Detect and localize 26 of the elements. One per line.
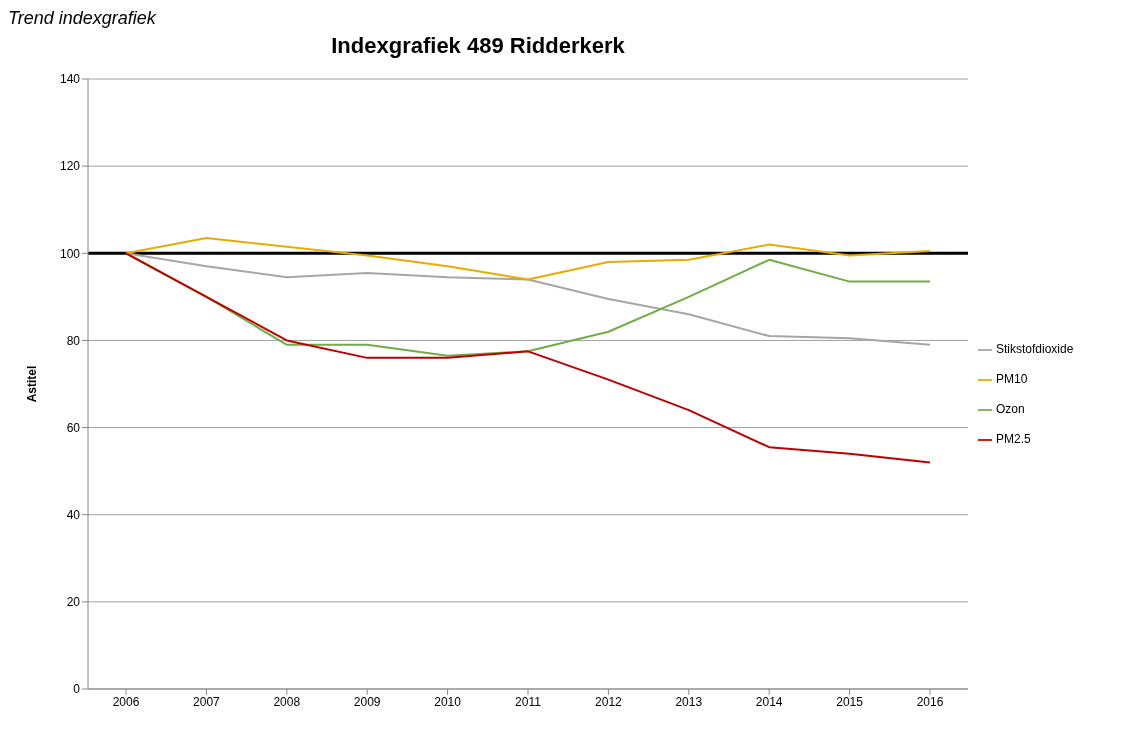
y-tick-label: 100 (59, 246, 81, 261)
text: Trend indexgrafiek (8, 8, 157, 29)
legend-label: Ozon (996, 402, 1025, 416)
legend-label: PM10 (996, 372, 1028, 386)
legend-label: PM2.5 (996, 432, 1031, 446)
x-tick-label: 2015 (836, 694, 864, 709)
y-tick-label: 20 (66, 595, 81, 610)
x-tick-label: 2012 (595, 694, 623, 709)
x-tick-label: 2016 (916, 694, 944, 709)
y-tick-label: 140 (59, 72, 81, 87)
x-tick-label: 2011 (515, 694, 542, 709)
y-axis-title: Astitel (25, 365, 40, 403)
y-tick-label: 120 (59, 159, 81, 174)
x-tick-label: 2006 (112, 694, 140, 709)
y-tick-label: 0 (73, 682, 81, 697)
chart-title: Indexgrafiek 489 Ridderkerk (330, 33, 626, 59)
legend-label: Stikstofdioxide (996, 342, 1074, 356)
y-tick-label: 40 (66, 507, 81, 522)
x-tick-label: 2010 (434, 694, 462, 709)
x-tick-label: 2009 (353, 694, 381, 709)
y-tick-label: 60 (66, 420, 81, 435)
y-tick-label: 80 (66, 333, 81, 348)
x-tick-label: 2013 (675, 694, 703, 709)
x-tick-label: 2014 (755, 694, 783, 709)
x-tick-label: 2007 (193, 694, 221, 709)
x-tick-label: 2008 (273, 694, 301, 709)
